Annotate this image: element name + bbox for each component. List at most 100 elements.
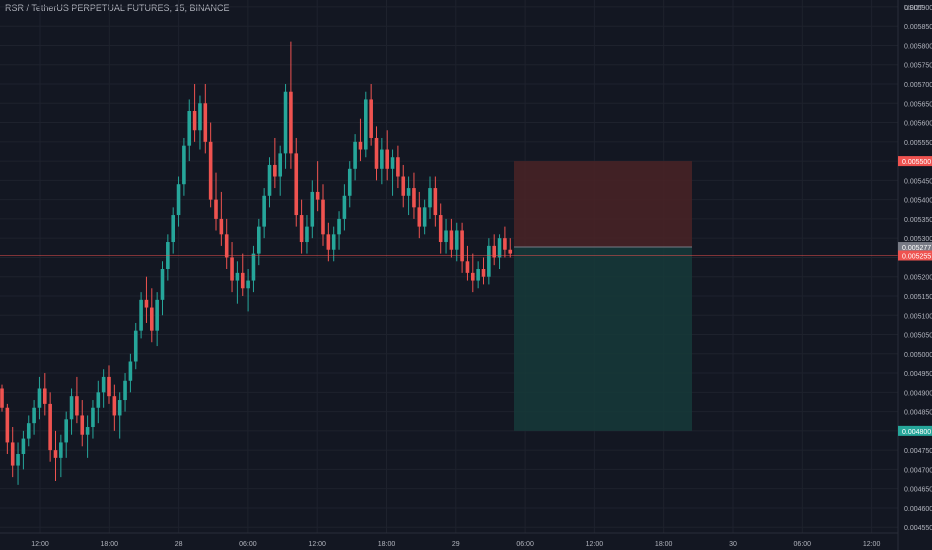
price-tick-label: 0.004600 [904, 506, 932, 513]
candle-body [331, 234, 336, 250]
price-tick-label: 0.005850 [904, 24, 932, 31]
price-tick-label: 0.005000 [904, 352, 932, 359]
candle-body [48, 403, 52, 451]
candle-body [171, 215, 175, 243]
price-label-value: 0.005500 [902, 159, 931, 166]
candle-body [96, 392, 101, 408]
candle-body [369, 99, 373, 138]
candle-body [85, 427, 90, 435]
candle-body [101, 376, 106, 393]
candle-body [214, 199, 218, 219]
candle-body [492, 245, 496, 258]
price-tick-label: 0.004750 [904, 448, 932, 455]
price-tick-label: 0.004550 [904, 525, 932, 532]
candle-body [321, 199, 325, 235]
candle-body [364, 99, 368, 150]
candle-body [80, 415, 85, 435]
candle-body [10, 442, 15, 466]
candle-body [128, 361, 133, 381]
currency-label: USDT [904, 5, 924, 12]
stop-loss-zone [514, 161, 692, 248]
candle-body [26, 423, 31, 439]
time-tick-label: 29 [452, 541, 460, 548]
candle-body [283, 91, 288, 154]
candle-body [150, 307, 154, 331]
price-tick-label: 0.004850 [904, 410, 932, 417]
price-tick-label: 0.005800 [904, 43, 932, 50]
candle-body [417, 207, 422, 227]
price-tick-label: 0.005700 [904, 82, 932, 89]
candle-body [353, 141, 357, 169]
candle-body [235, 272, 240, 281]
time-tick-label: 28 [175, 541, 183, 548]
candle-body [144, 299, 149, 308]
candle-body [91, 407, 95, 428]
price-tick-label: 0.005200 [904, 275, 932, 282]
candle-body [481, 269, 486, 277]
candle-body [390, 157, 395, 169]
candle-body [219, 218, 224, 235]
price-tick-label: 0.005550 [904, 140, 932, 147]
price-tick-label: 0.005450 [904, 178, 932, 185]
price-label-box [898, 242, 932, 253]
time-tick-label: 12:00 [586, 541, 604, 548]
candle-body [53, 450, 58, 458]
price-tick-label: 0.005750 [904, 63, 932, 70]
candle-body [203, 103, 208, 142]
price-tick-label: 0.005050 [904, 333, 932, 340]
candle-body [208, 141, 213, 200]
candle-body [503, 238, 507, 250]
time-tick-label: 06:00 [516, 541, 534, 548]
candle-body [444, 230, 448, 243]
candle-body [32, 407, 36, 424]
candle-body [471, 272, 475, 281]
candle-body [139, 299, 143, 331]
grid-lines [0, 0, 898, 533]
time-tick-label: 18:00 [101, 541, 119, 548]
candle-body [198, 103, 202, 131]
candle-body [460, 230, 464, 262]
candle-body [267, 164, 272, 196]
candle-body [37, 388, 42, 408]
candle-body [257, 226, 261, 254]
candle-body [64, 419, 68, 443]
candle-body [240, 272, 245, 289]
candle-body [487, 245, 491, 277]
candle-body [246, 280, 250, 289]
time-tick-label: 12:00 [31, 541, 49, 548]
candle-body [69, 396, 74, 420]
candle-body [497, 238, 502, 258]
price-tick-label: 0.005350 [904, 217, 932, 224]
time-tick-label: 18:00 [378, 541, 396, 548]
candle-body [75, 396, 79, 416]
price-label-value: 0.005255 [902, 254, 931, 261]
candle-body [5, 407, 10, 443]
candle-body [406, 188, 411, 196]
candle-body [262, 195, 266, 227]
time-tick-label: 12:00 [863, 541, 881, 548]
candle-body [449, 230, 454, 250]
candle-body [230, 257, 234, 281]
price-tick-label: 0.005400 [904, 198, 932, 205]
candle-body [155, 299, 159, 331]
price-axis[interactable]: 0.005900 0.005850 0.005800 0.005750 0.005700… [897, 0, 932, 550]
candle-body [412, 188, 416, 208]
price-tick-label: 0.005300 [904, 236, 932, 243]
candle-body [401, 176, 406, 196]
time-tick-label: 06:00 [794, 541, 812, 548]
candle-body [182, 145, 186, 185]
price-label-value: 0.005277 [902, 245, 931, 252]
candle-body [187, 110, 192, 146]
candle-body [59, 442, 63, 458]
candle-body [0, 388, 4, 408]
candle-body [374, 137, 379, 169]
candle-body [123, 380, 127, 401]
candle-body [16, 453, 20, 466]
candle-body [192, 110, 197, 131]
candle-body [299, 215, 304, 243]
time-axis[interactable]: 12:00 18:00 28 06:00 12:00 18:00 29 06:00 12:00 1… [0, 532, 898, 548]
price-tick-label: 0.004700 [904, 467, 932, 474]
candle-body [337, 218, 341, 235]
candle-body [422, 207, 427, 227]
